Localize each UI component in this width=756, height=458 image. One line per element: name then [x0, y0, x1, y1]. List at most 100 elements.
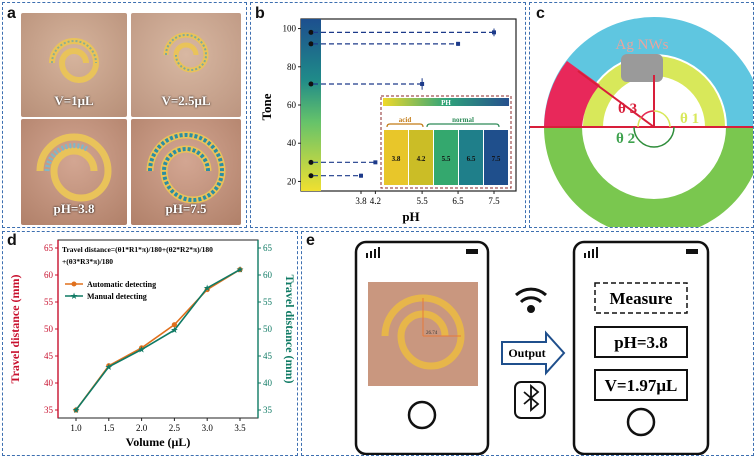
- colorbar-marker: [308, 81, 314, 87]
- photo-ph75: pH=7.5: [131, 119, 241, 225]
- data-point: [456, 41, 461, 46]
- measure-button[interactable]: [594, 282, 688, 314]
- y-left-label: Travel distance (mm): [8, 274, 22, 383]
- spiral-image: [36, 133, 112, 202]
- ph-inset: PH acid normal 3.8 4.2 5.5 6.5 7.5: [380, 95, 512, 189]
- data-point-star: ★: [170, 325, 178, 335]
- panel-c-label: c: [536, 5, 545, 22]
- ph-swatch-label: 6.5: [467, 155, 476, 163]
- ag-nws-label: Ag NWs: [616, 37, 669, 53]
- x-tick-label: 5.5: [416, 196, 428, 206]
- panel-a: a V=1μL V=2.5μL pH=3.8 pH=7.5: [2, 2, 247, 228]
- ph-swatch: [384, 130, 408, 185]
- tone-colorbar: [301, 19, 321, 191]
- caption-v1: V=1μL: [54, 93, 94, 108]
- data-point: [420, 81, 425, 86]
- colorbar-marker: [308, 29, 314, 35]
- y-right-tick-label: 40: [263, 378, 273, 388]
- y-left-tick-label: 50: [44, 324, 54, 334]
- theta-1: θ 1: [680, 111, 699, 127]
- y-tick-label: 60: [287, 100, 297, 110]
- volume-result: V=1.97μL: [605, 376, 678, 395]
- acid-label: acid: [399, 116, 412, 124]
- y-tick-label: 20: [287, 176, 297, 186]
- ph-swatch-label: 3.8: [392, 155, 401, 163]
- legend-automatic: Automatic detecting: [87, 280, 156, 289]
- ph-title: PH: [441, 99, 451, 107]
- plot-frame: [57, 239, 259, 419]
- ag-nws-block: [621, 54, 663, 82]
- x-tick-label: 2.5: [169, 423, 181, 433]
- data-point-star: ★: [138, 345, 146, 355]
- ph-swatch: [409, 130, 433, 185]
- x-tick-label: 2.0: [136, 423, 148, 433]
- formula-line-1: Travel distance=(θ1*R1*π)/180+(θ2*R2*π)/…: [62, 245, 213, 254]
- svg-text:★: ★: [70, 291, 78, 301]
- x-tick-label: 3.5: [234, 423, 246, 433]
- battery-icon: [466, 249, 478, 254]
- series-line: [75, 268, 241, 411]
- panel-b: b 100 80 60 40 20 3.8 4.2 5.5 6.5 7.5 Tone pH: [250, 2, 526, 228]
- y-left-tick-label: 40: [44, 378, 54, 388]
- colorbar-marker: [308, 173, 314, 179]
- panel-e-label: e: [306, 232, 315, 249]
- phone-workflow: 26.74 Output Measure pH=3.8 V=1.97μL: [354, 240, 710, 455]
- home-button-right[interactable]: [626, 407, 656, 437]
- x-tick-label: 3.0: [202, 423, 214, 433]
- ph-swatch-label: 7.5: [492, 155, 501, 163]
- volume-result-box: [594, 369, 688, 401]
- colorbar-marker: [308, 159, 314, 165]
- x-tick-label: 4.2: [370, 196, 381, 206]
- ph-swatch-label: 5.5: [442, 155, 451, 163]
- y-right-tick-label: 50: [263, 324, 273, 334]
- y-right-tick-label: 55: [263, 297, 273, 307]
- ph-swatch: [434, 130, 458, 185]
- y-tick-label: 100: [283, 24, 297, 34]
- home-button-left[interactable]: [407, 400, 437, 430]
- x-tick-label: 6.5: [452, 196, 464, 206]
- y-tick-label: 80: [287, 62, 297, 72]
- data-point-star: ★: [105, 362, 113, 372]
- panel-b-label: b: [255, 5, 265, 22]
- x-tick-label: 3.8: [355, 196, 367, 206]
- y-left-tick-label: 45: [44, 351, 54, 361]
- ph-result-box: [594, 326, 688, 358]
- panel-a-label: a: [7, 5, 16, 22]
- data-point-star: ★: [236, 265, 244, 275]
- y-tick-label: 40: [287, 138, 297, 148]
- y-left-tick-label: 60: [44, 270, 54, 280]
- signal-icon: [584, 247, 598, 258]
- output-label: Output: [508, 346, 545, 360]
- wifi-icon: [514, 287, 548, 313]
- spiral-image: [146, 131, 226, 204]
- normal-label: normal: [452, 116, 474, 124]
- x-tick-label: 1.0: [70, 423, 82, 433]
- x-axis-label: pH: [402, 209, 419, 224]
- legend-manual: Manual detecting: [87, 292, 147, 301]
- ph-gradient-bar: [383, 98, 509, 106]
- caption-ph75: pH=7.5: [165, 201, 207, 216]
- photo-v1: V=1μL: [21, 13, 127, 117]
- x-tick-label: 7.5: [488, 196, 500, 206]
- x-tick-label: 1.5: [103, 423, 115, 433]
- travel-distance-chart: 65 60 55 50 45 40 35 65 60 55 50 45 40 35 1.0 1.5 2.0 2…: [8, 239, 297, 449]
- y-right-label: Travel distance (mm): [283, 274, 297, 383]
- caption-v2: V=2.5μL: [161, 93, 211, 108]
- ph-swatch: [459, 130, 483, 185]
- signal-icon: [366, 247, 380, 258]
- theta-3: θ 3: [618, 101, 637, 117]
- y-axis-label: Tone: [259, 93, 274, 120]
- inner-arc: [544, 127, 753, 227]
- ph-swatch-label: 4.2: [417, 155, 426, 163]
- output-arrow: [501, 330, 566, 376]
- y-right-tick-label: 60: [263, 270, 273, 280]
- ph-swatch: [484, 130, 508, 185]
- y-right-tick-label: 65: [263, 243, 273, 253]
- y-left-tick-label: 55: [44, 297, 54, 307]
- ph-result: pH=3.8: [614, 333, 668, 352]
- panel-d-label: d: [7, 232, 17, 249]
- x-axis-label: Volume (μL): [126, 435, 191, 449]
- data-point: [171, 322, 177, 328]
- y-left-tick-label: 35: [44, 405, 54, 415]
